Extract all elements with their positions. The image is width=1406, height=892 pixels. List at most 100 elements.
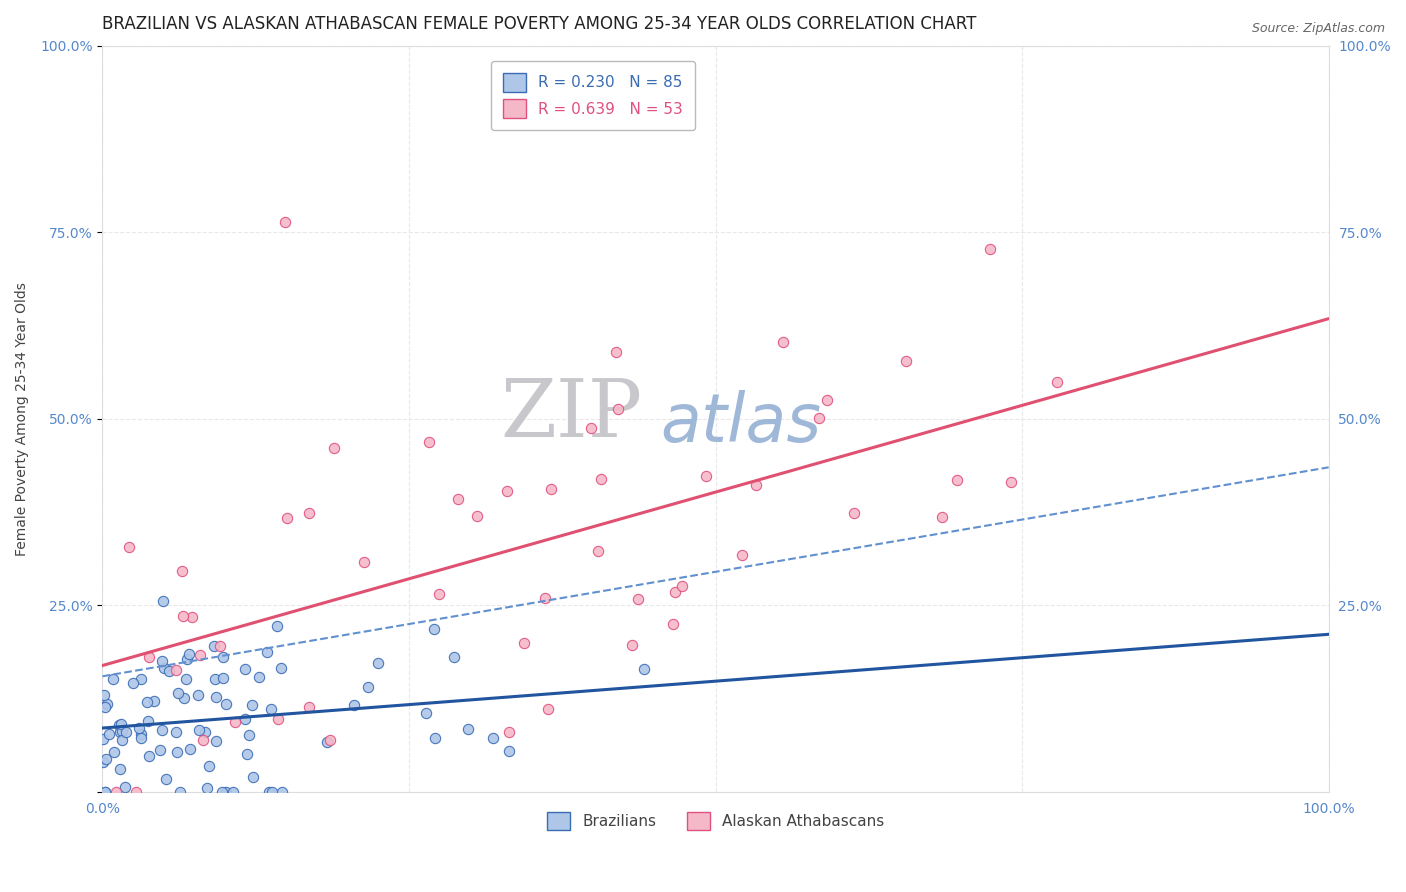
Point bbox=[165, 725, 187, 739]
Text: ZIP: ZIP bbox=[501, 376, 643, 454]
Point bbox=[211, 650, 233, 665]
Point bbox=[215, 785, 238, 799]
Point bbox=[188, 723, 211, 738]
Point bbox=[815, 392, 838, 407]
Point bbox=[537, 702, 560, 716]
Point bbox=[125, 785, 148, 799]
Point bbox=[96, 752, 118, 766]
Point bbox=[110, 717, 132, 731]
Point bbox=[418, 434, 440, 449]
Point bbox=[946, 474, 969, 488]
Point bbox=[194, 725, 217, 739]
Point bbox=[662, 616, 685, 631]
Point bbox=[233, 662, 256, 676]
Y-axis label: Female Poverty Among 25-34 Year Olds: Female Poverty Among 25-34 Year Olds bbox=[15, 282, 30, 556]
Point bbox=[128, 722, 150, 736]
Point bbox=[513, 636, 536, 650]
Point bbox=[664, 585, 686, 599]
Point bbox=[367, 656, 389, 670]
Point bbox=[205, 734, 228, 748]
Point bbox=[298, 506, 321, 520]
Point bbox=[267, 712, 290, 726]
Point bbox=[586, 543, 609, 558]
Point bbox=[422, 622, 444, 636]
Point bbox=[174, 672, 197, 686]
Point bbox=[169, 785, 191, 799]
Point bbox=[270, 785, 292, 799]
Point bbox=[93, 755, 115, 769]
Point bbox=[319, 732, 342, 747]
Point bbox=[103, 672, 125, 686]
Point bbox=[94, 785, 117, 799]
Point bbox=[259, 701, 281, 715]
Point bbox=[240, 698, 263, 713]
Point bbox=[129, 672, 152, 686]
Point bbox=[159, 664, 181, 678]
Point bbox=[808, 411, 831, 425]
Point bbox=[91, 732, 114, 747]
Point bbox=[188, 648, 211, 663]
Point bbox=[222, 785, 245, 799]
Point bbox=[266, 619, 288, 633]
Point bbox=[731, 548, 754, 562]
Point bbox=[427, 587, 450, 601]
Point bbox=[242, 770, 264, 784]
Point bbox=[170, 564, 193, 578]
Point bbox=[152, 594, 174, 608]
Point bbox=[166, 686, 188, 700]
Point bbox=[498, 744, 520, 758]
Point bbox=[276, 511, 298, 525]
Point bbox=[262, 785, 284, 799]
Point bbox=[540, 482, 562, 496]
Point bbox=[443, 649, 465, 664]
Point bbox=[772, 334, 794, 349]
Point bbox=[498, 724, 520, 739]
Point bbox=[129, 731, 152, 746]
Point bbox=[256, 645, 278, 659]
Point bbox=[172, 609, 194, 624]
Point bbox=[187, 688, 209, 702]
Point bbox=[447, 491, 470, 506]
Legend: Brazilians, Alaskan Athabascans: Brazilians, Alaskan Athabascans bbox=[541, 805, 890, 837]
Point bbox=[166, 746, 188, 760]
Point bbox=[224, 714, 246, 729]
Point bbox=[257, 785, 280, 799]
Point bbox=[138, 650, 160, 665]
Point bbox=[110, 762, 132, 776]
Point bbox=[745, 477, 768, 491]
Point bbox=[204, 672, 226, 686]
Point bbox=[129, 727, 152, 741]
Text: Source: ZipAtlas.com: Source: ZipAtlas.com bbox=[1251, 22, 1385, 36]
Point bbox=[605, 345, 627, 359]
Point bbox=[533, 591, 555, 606]
Point bbox=[931, 510, 953, 524]
Point bbox=[150, 654, 173, 668]
Point bbox=[176, 652, 198, 666]
Point bbox=[353, 555, 375, 569]
Point bbox=[423, 731, 446, 745]
Point bbox=[415, 706, 437, 720]
Text: BRAZILIAN VS ALASKAN ATHABASCAN FEMALE POVERTY AMONG 25-34 YEAR OLDS CORRELATION: BRAZILIAN VS ALASKAN ATHABASCAN FEMALE P… bbox=[103, 15, 977, 33]
Point bbox=[138, 748, 160, 763]
Point bbox=[896, 354, 918, 368]
Point bbox=[181, 610, 204, 624]
Point bbox=[205, 690, 228, 704]
Point bbox=[94, 785, 117, 799]
Point bbox=[315, 735, 337, 749]
Point bbox=[97, 727, 120, 741]
Point bbox=[108, 724, 131, 739]
Point bbox=[191, 733, 214, 747]
Point bbox=[633, 662, 655, 676]
Point bbox=[108, 717, 131, 731]
Point bbox=[155, 772, 177, 787]
Point bbox=[607, 402, 630, 417]
Point bbox=[482, 731, 505, 746]
Point bbox=[198, 758, 221, 772]
Point bbox=[136, 714, 159, 728]
Point bbox=[149, 743, 172, 757]
Point bbox=[103, 745, 125, 759]
Point bbox=[202, 640, 225, 654]
Point bbox=[179, 742, 201, 756]
Point bbox=[215, 697, 238, 711]
Point bbox=[465, 509, 488, 524]
